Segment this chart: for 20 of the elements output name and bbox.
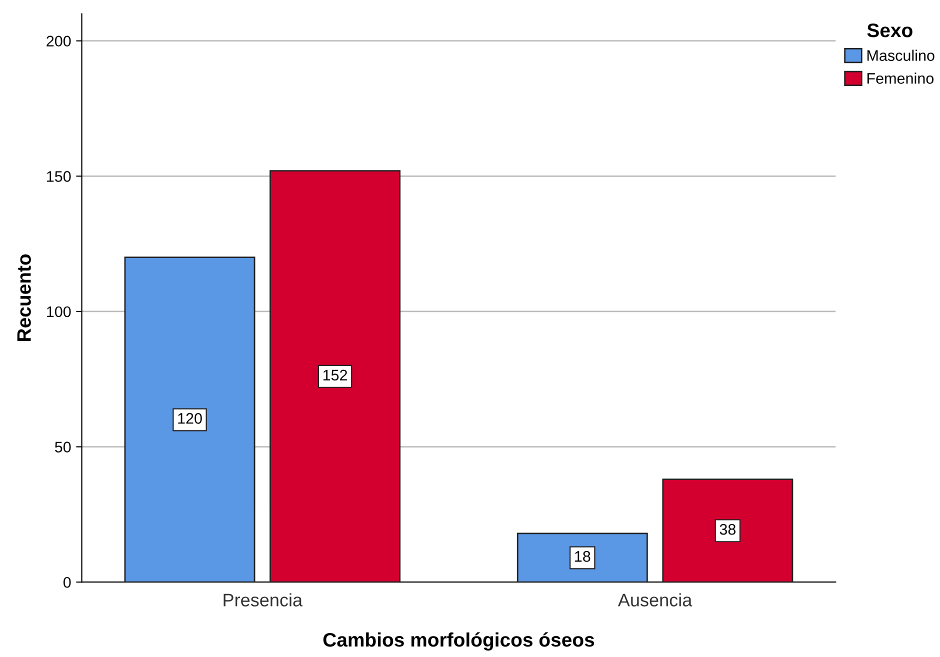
bar bbox=[124, 256, 256, 582]
y-tick-label: 200 bbox=[46, 36, 71, 47]
legend-label: Femenino bbox=[867, 72, 934, 84]
x-axis-title: Cambios morfológicos óseos bbox=[323, 632, 594, 651]
data-label: 152 bbox=[323, 370, 348, 381]
data-label: 120 bbox=[178, 413, 202, 424]
data-label: 38 bbox=[720, 524, 736, 535]
y-tick-label: 150 bbox=[47, 171, 71, 182]
bar bbox=[662, 478, 794, 582]
legend-label: Masculino bbox=[867, 50, 934, 61]
x-tick-label: Presencia bbox=[224, 593, 303, 606]
bar bbox=[270, 170, 401, 582]
y-tick-label: 0 bbox=[63, 576, 71, 588]
y-axis-title: Recuento bbox=[17, 254, 31, 341]
x-tick-label: Ausencia bbox=[618, 593, 692, 606]
y-tick-label: 100 bbox=[47, 306, 71, 318]
y-tick-label: 50 bbox=[54, 442, 71, 452]
data-label: 18 bbox=[575, 551, 590, 562]
legend-title: Sexo bbox=[867, 23, 912, 38]
bar bbox=[516, 532, 648, 582]
